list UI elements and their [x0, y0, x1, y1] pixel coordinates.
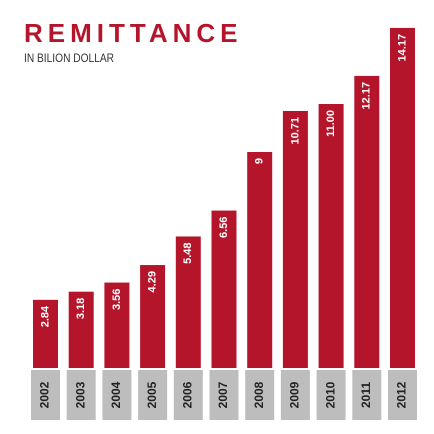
x-tick-label: 2002: [38, 381, 52, 408]
value-label: 10.71: [289, 117, 301, 145]
value-label: 2.84: [39, 305, 51, 327]
bar: [247, 152, 273, 368]
bar: [140, 265, 166, 368]
x-tick-label: 2006: [180, 381, 194, 408]
chart-title: REMITTANCE: [24, 18, 243, 48]
year-box: [66, 370, 96, 420]
value-label: 14.17: [396, 34, 408, 62]
x-tick-label: 2004: [109, 381, 123, 408]
x-tick-label: 2007: [216, 381, 230, 408]
x-tick-label: 2010: [323, 381, 337, 408]
value-label: 9: [254, 158, 266, 164]
year-box: [280, 370, 310, 420]
value-label: 3.56: [111, 289, 123, 310]
value-label: 3.18: [75, 298, 87, 319]
value-label: 11.00: [325, 110, 337, 137]
value-label: 5.48: [182, 242, 194, 263]
x-tick-label: 2011: [359, 382, 373, 408]
x-tick-label: 2012: [395, 381, 409, 408]
value-label: 4.29: [147, 271, 159, 292]
value-label: 6.56: [218, 217, 230, 238]
x-tick-label: 2009: [288, 381, 302, 408]
bar: [175, 236, 201, 368]
year-box: [245, 370, 275, 420]
year-box: [316, 370, 346, 420]
year-box: [31, 370, 60, 420]
year-box: [173, 370, 203, 420]
bar: [354, 75, 380, 369]
bar: [282, 110, 308, 369]
year-box: [209, 370, 239, 420]
bar: [318, 104, 344, 368]
year-box: [102, 370, 132, 420]
bar: [68, 291, 94, 368]
value-label: 12.17: [361, 82, 373, 110]
x-tick-label: 2008: [252, 381, 266, 408]
bar: [33, 299, 58, 368]
x-tick-label: 2003: [73, 381, 87, 408]
bar: [211, 210, 237, 368]
year-box: [388, 370, 417, 420]
x-tick-label: 2005: [145, 381, 159, 408]
bar: [104, 282, 130, 368]
bar: [390, 27, 415, 368]
year-box: [352, 370, 382, 420]
year-box: [138, 370, 168, 420]
chart-subtitle: IN BILION DOLLAR: [24, 52, 114, 65]
